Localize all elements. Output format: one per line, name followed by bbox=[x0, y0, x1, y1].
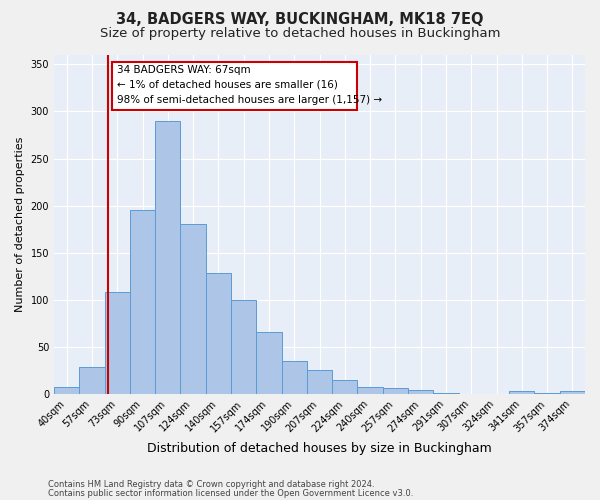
Bar bbox=[256, 332, 281, 394]
Bar bbox=[535, 393, 560, 394]
Bar bbox=[383, 388, 408, 394]
Bar bbox=[181, 224, 206, 394]
Text: Size of property relative to detached houses in Buckingham: Size of property relative to detached ho… bbox=[100, 28, 500, 40]
Bar bbox=[307, 370, 332, 394]
X-axis label: Distribution of detached houses by size in Buckingham: Distribution of detached houses by size … bbox=[147, 442, 492, 455]
Bar bbox=[130, 210, 155, 394]
Bar bbox=[281, 361, 307, 394]
Bar bbox=[433, 393, 458, 394]
Text: Contains public sector information licensed under the Open Government Licence v3: Contains public sector information licen… bbox=[48, 488, 413, 498]
Text: Contains HM Land Registry data © Crown copyright and database right 2024.: Contains HM Land Registry data © Crown c… bbox=[48, 480, 374, 489]
Text: ← 1% of detached houses are smaller (16): ← 1% of detached houses are smaller (16) bbox=[116, 80, 337, 90]
Bar bbox=[509, 391, 535, 394]
Y-axis label: Number of detached properties: Number of detached properties bbox=[15, 136, 25, 312]
Text: 34 BADGERS WAY: 67sqm: 34 BADGERS WAY: 67sqm bbox=[116, 66, 250, 76]
Bar bbox=[332, 380, 358, 394]
Bar bbox=[112, 62, 358, 110]
Text: 98% of semi-detached houses are larger (1,157) →: 98% of semi-detached houses are larger (… bbox=[116, 94, 382, 104]
Bar bbox=[560, 391, 585, 394]
Bar bbox=[54, 387, 79, 394]
Bar bbox=[104, 292, 130, 394]
Bar bbox=[231, 300, 256, 394]
Bar bbox=[408, 390, 433, 394]
Bar bbox=[206, 274, 231, 394]
Text: 34, BADGERS WAY, BUCKINGHAM, MK18 7EQ: 34, BADGERS WAY, BUCKINGHAM, MK18 7EQ bbox=[116, 12, 484, 28]
Bar bbox=[358, 387, 383, 394]
Bar bbox=[155, 121, 181, 394]
Bar bbox=[79, 368, 104, 394]
